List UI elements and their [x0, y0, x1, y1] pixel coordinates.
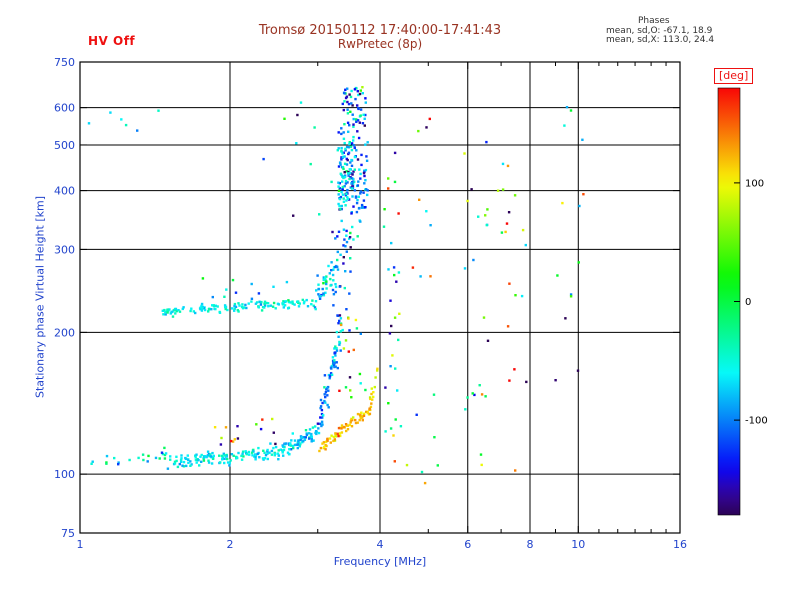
svg-text:1: 1 — [77, 538, 84, 551]
colorbar: 100 0 -100 — [717, 87, 768, 516]
page-subtitle: RwPretec (8p) — [337, 37, 423, 51]
svg-text:200: 200 — [54, 326, 75, 339]
svg-text:75: 75 — [61, 527, 75, 540]
svg-text:6: 6 — [464, 538, 471, 551]
gridlines — [80, 62, 680, 533]
svg-text:600: 600 — [54, 102, 75, 115]
svg-text:100: 100 — [745, 178, 764, 189]
svg-text:750: 750 — [54, 56, 75, 69]
svg-text:2: 2 — [227, 538, 234, 551]
svg-text:500: 500 — [54, 139, 75, 152]
y-axis-label: Stationary phase Virtual Height [km] — [33, 195, 47, 399]
phases-mean-x: mean, sd,X: 113.0, 24.4 — [606, 35, 715, 45]
axes: 1 2 4 6 8 10 16 75 100 200 300 400 500 600 750 — [54, 56, 687, 551]
hv-status-label: HV Off — [88, 34, 136, 48]
svg-text:8: 8 — [527, 538, 534, 551]
svg-text:400: 400 — [54, 185, 75, 198]
phases-mean-o: mean, sd,O: -67.1, 18.9 — [606, 25, 713, 36]
x-axis-label: Frequency [MHz] — [333, 555, 427, 568]
colorbar-unit-label: [deg] — [714, 68, 754, 84]
svg-text:100: 100 — [54, 468, 75, 481]
svg-text:-100: -100 — [745, 416, 768, 427]
svg-text:4: 4 — [377, 538, 384, 551]
svg-text:300: 300 — [54, 243, 75, 256]
page-title: Tromsø 20150112 17:40:00-17:41:43 — [258, 23, 502, 38]
phases-label: Phases — [638, 16, 670, 26]
scatter-points — [87, 86, 585, 485]
svg-text:16: 16 — [673, 538, 687, 551]
phases-summary: Phases mean, sd,O: -67.1, 18.9 mean, sd,… — [606, 16, 800, 46]
svg-text:0: 0 — [745, 297, 751, 308]
svg-text:10: 10 — [571, 538, 585, 551]
